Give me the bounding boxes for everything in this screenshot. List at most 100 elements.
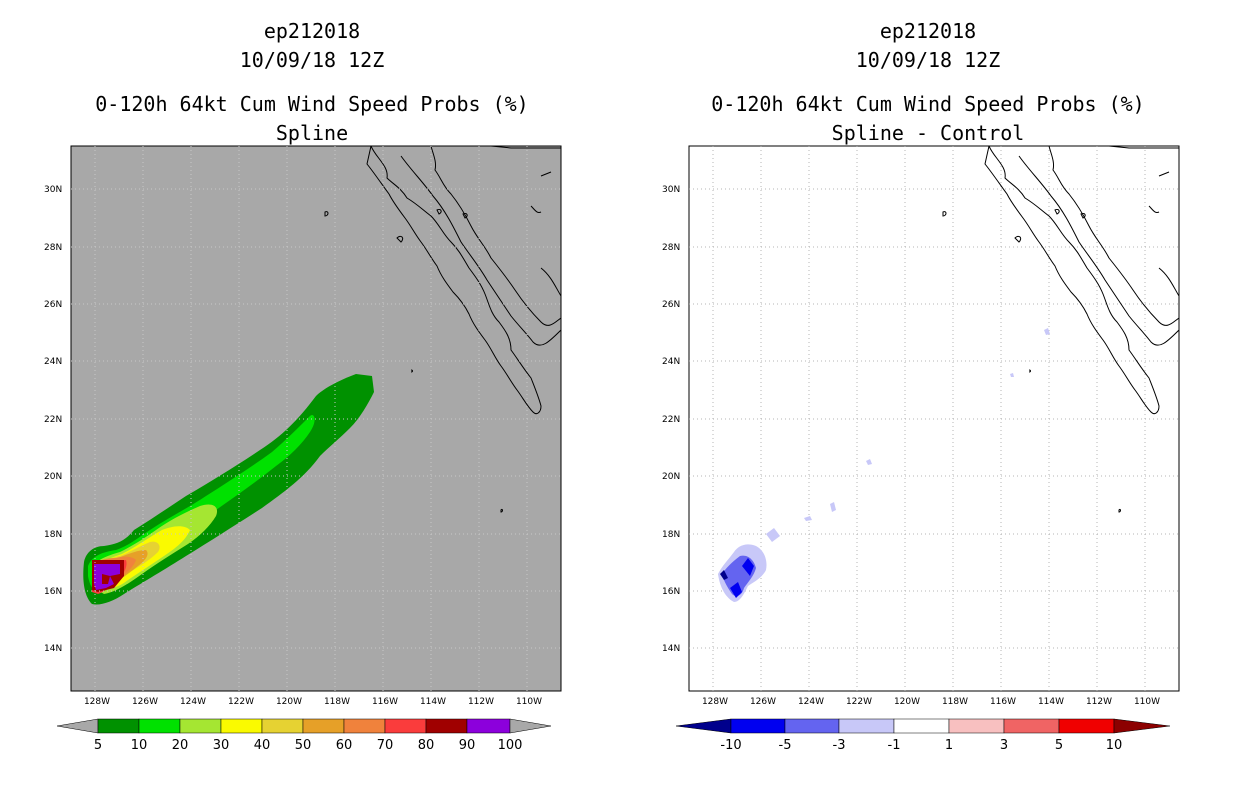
left-lat-20n: 20N — [44, 472, 62, 482]
diff-contour-minus5-b — [730, 582, 742, 598]
left-product-title: 0-120h 64kt Cum Wind Speed Probs (%) — [95, 92, 529, 116]
right-colorbar-labels: -10 -5 -3 -1 1 3 5 10 — [720, 738, 1122, 753]
right-difference-contours — [718, 328, 1050, 602]
diff-contour-minus5-a — [742, 558, 754, 576]
prob-core-red — [102, 574, 110, 584]
left-colorbar-bin-40-50 — [261, 718, 304, 734]
right-cb-label-5: 5 — [1055, 738, 1063, 753]
left-lon-124w: 124W — [180, 697, 206, 707]
left-colorbar-bin-50-60 — [302, 718, 345, 734]
right-colorbar — [675, 718, 1171, 734]
right-lat-24n: 24N — [662, 357, 680, 367]
right-lat-28n: 28N — [662, 243, 680, 253]
left-lat-24n: 24N — [44, 357, 62, 367]
left-lon-120w: 120W — [276, 697, 302, 707]
right-lon-112w: 112W — [1086, 697, 1112, 707]
left-lon-126w: 126W — [132, 697, 158, 707]
left-title-block: ep212018 10/09/18 12Z 0-120h 64kt Cum Wi… — [32, 17, 592, 148]
left-cb-label-50: 50 — [295, 738, 312, 753]
right-lon-110w: 110W — [1134, 697, 1160, 707]
right-datetime: 10/09/18 12Z — [855, 48, 1001, 72]
right-lon-122w: 122W — [846, 697, 872, 707]
right-lat-20n: 20N — [662, 472, 680, 482]
left-cb-label-20: 20 — [172, 738, 189, 753]
right-lat-22n: 22N — [662, 415, 680, 425]
right-cb-label-10: 10 — [1106, 738, 1123, 753]
right-lat-16n: 16N — [662, 587, 680, 597]
left-colorbar-labels: 5 10 20 30 40 50 60 70 80 90 100 — [94, 738, 523, 753]
right-lon-128w: 128W — [702, 697, 728, 707]
left-lon-110w: 110W — [516, 697, 542, 707]
left-lat-16n: 16N — [44, 587, 62, 597]
left-colorbar-bin-20-30 — [179, 718, 222, 734]
left-colorbar-low-arrow — [56, 718, 99, 734]
diff-patch-b — [804, 516, 812, 521]
left-colorbar-high-arrow — [509, 718, 552, 734]
diff-patch-a — [766, 528, 780, 542]
left-lat-22n: 22N — [44, 415, 62, 425]
diff-contour-minus10 — [720, 570, 728, 580]
left-lat-30n: 30N — [44, 185, 62, 195]
right-cb-label-minus3: -3 — [833, 738, 846, 753]
right-cb-label-1: 1 — [945, 738, 953, 753]
right-lon-114w: 114W — [1038, 697, 1064, 707]
left-cb-label-40: 40 — [254, 738, 271, 753]
left-map-panel: 30N 28N 26N 24N 22N 20N 18N 16N 14N 128W… — [44, 145, 562, 753]
left-cb-label-80: 80 — [418, 738, 435, 753]
right-product-title: 0-120h 64kt Cum Wind Speed Probs (%) — [711, 92, 1145, 116]
right-gridlines — [689, 146, 1179, 691]
left-lat-18n: 18N — [44, 530, 62, 540]
right-title-block: ep212018 10/09/18 12Z 0-120h 64kt Cum Wi… — [648, 17, 1208, 148]
left-subtitle: Spline — [275, 121, 349, 145]
left-colorbar-bin-80-90 — [425, 718, 468, 734]
left-lon-118w: 118W — [324, 697, 350, 707]
left-colorbar-bin-70-80 — [384, 718, 427, 734]
left-cb-label-90: 90 — [459, 738, 476, 753]
left-cb-label-70: 70 — [377, 738, 394, 753]
left-gridlines — [71, 146, 561, 691]
right-lat-14n: 14N — [662, 644, 680, 654]
right-lat-26n: 26N — [662, 300, 680, 310]
left-datetime: 10/09/18 12Z — [239, 48, 385, 72]
left-lon-128w: 128W — [84, 697, 110, 707]
left-storm-id: ep212018 — [263, 19, 361, 43]
right-colorbar-bin-minus1-1 — [893, 718, 950, 734]
right-colorbar-bin-5-10 — [1058, 718, 1115, 734]
right-colorbar-bin-minus3-minus1 — [838, 718, 895, 734]
right-colorbar-bin-3-5 — [1003, 718, 1060, 734]
right-colorbar-bin-minus5-minus3 — [784, 718, 840, 734]
right-lat-30n: 30N — [662, 185, 680, 195]
left-lat-14n: 14N — [44, 644, 62, 654]
diff-patch-f — [1044, 328, 1050, 335]
left-colorbar-bin-90-100 — [466, 718, 511, 734]
left-colorbar-bin-10-20 — [138, 718, 181, 734]
left-lon-122w: 122W — [228, 697, 254, 707]
right-lat-18n: 18N — [662, 530, 680, 540]
left-lat-26n: 26N — [44, 300, 62, 310]
left-cb-label-100: 100 — [498, 738, 523, 753]
right-lon-120w: 120W — [894, 697, 920, 707]
right-lat-labels: 30N 28N 26N 24N 22N 20N 18N 16N 14N — [662, 185, 680, 654]
right-cb-label-minus1: -1 — [888, 738, 901, 753]
left-lat-28n: 28N — [44, 243, 62, 253]
left-lon-116w: 116W — [372, 697, 398, 707]
left-cb-label-10: 10 — [131, 738, 148, 753]
left-colorbar-bin-5-10 — [97, 718, 140, 734]
left-cb-label-5: 5 — [94, 738, 102, 753]
right-colorbar-high-arrow — [1113, 718, 1171, 734]
left-lon-labels: 128W 126W 124W 122W 120W 118W 116W 114W … — [84, 697, 542, 707]
right-lon-124w: 124W — [798, 697, 824, 707]
left-cb-label-60: 60 — [336, 738, 353, 753]
diff-patch-c — [830, 502, 836, 512]
left-probability-contours — [83, 374, 375, 605]
right-lon-labels: 128W 126W 124W 122W 120W 118W 116W 114W … — [702, 697, 1160, 707]
right-subtitle: Spline - Control — [831, 121, 1025, 145]
right-cb-label-minus10: -10 — [720, 738, 741, 753]
right-lon-126w: 126W — [750, 697, 776, 707]
right-lon-116w: 116W — [990, 697, 1016, 707]
right-colorbar-low-arrow — [675, 718, 732, 734]
left-lon-112w: 112W — [468, 697, 494, 707]
right-colorbar-bin-1-3 — [948, 718, 1005, 734]
right-map-panel: 30N 28N 26N 24N 22N 20N 18N 16N 14N 128W… — [662, 145, 1180, 753]
